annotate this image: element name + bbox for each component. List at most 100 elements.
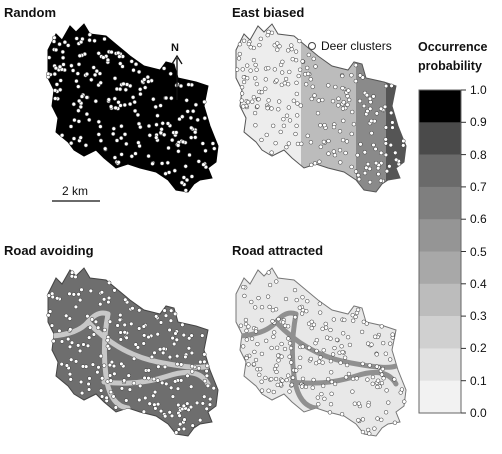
deer-cluster-dot	[200, 333, 205, 338]
deer-cluster-dot	[105, 338, 110, 343]
deer-cluster-dot	[76, 119, 82, 124]
deer-cluster-dot	[49, 323, 55, 328]
deer-cluster-dot	[129, 154, 134, 159]
deer-cluster-dot	[175, 386, 181, 391]
deer-cluster-dot	[153, 406, 158, 411]
deer-cluster-dot	[185, 109, 190, 114]
deer-cluster-dot	[59, 362, 64, 367]
deer-cluster-dot	[54, 82, 60, 87]
deer-cluster-dot	[146, 368, 151, 373]
deer-cluster-dot	[244, 328, 249, 333]
deer-cluster-dot	[340, 106, 346, 111]
deer-cluster-dot	[311, 322, 317, 327]
deer-cluster-dot	[321, 348, 326, 353]
deer-cluster-dot	[350, 389, 355, 394]
deer-cluster-dot	[365, 341, 371, 346]
deer-cluster-dot	[344, 362, 350, 368]
deer-cluster-dot	[241, 104, 246, 109]
deer-cluster-dot	[202, 359, 207, 364]
deer-cluster-dot	[276, 317, 281, 322]
deer-cluster-dot	[73, 304, 79, 310]
deer-cluster-dot	[282, 346, 288, 352]
deer-cluster-dot	[334, 337, 340, 342]
deer-cluster-dot	[340, 137, 346, 143]
legend-color-band	[419, 316, 461, 349]
deer-cluster-dot	[300, 295, 305, 300]
deer-cluster-dot	[388, 341, 393, 346]
deer-cluster-dot	[204, 406, 209, 411]
deer-cluster-dot	[202, 378, 208, 384]
deer-cluster-dot	[271, 389, 276, 395]
deer-cluster-dot	[360, 417, 366, 422]
deer-cluster-dot	[294, 297, 299, 303]
deer-cluster-dot	[305, 65, 310, 71]
deer-cluster-dot	[157, 347, 163, 352]
deer-cluster-dot	[310, 385, 315, 390]
deer-cluster-dot	[299, 311, 305, 316]
deer-cluster-dot	[123, 87, 128, 92]
deer-cluster-dot	[172, 341, 177, 347]
deer-cluster-dot	[346, 88, 351, 93]
legend-tick-label: 1.0	[470, 83, 487, 97]
legend-tick-label: 0.0	[470, 406, 487, 420]
deer-cluster-dot	[74, 36, 79, 41]
deer-cluster-dot	[289, 43, 294, 48]
deer-cluster-dot	[328, 359, 334, 364]
scale-label: 2 km	[62, 184, 89, 198]
deer-cluster-dot	[195, 117, 200, 123]
deer-cluster-dot	[154, 135, 159, 140]
deer-cluster-dot	[53, 65, 59, 71]
deer-cluster-dot	[252, 349, 257, 355]
deer-cluster-dot	[68, 327, 73, 332]
deer-cluster-dot	[57, 328, 62, 334]
deer-cluster-dot	[269, 377, 274, 382]
deer-cluster-dot	[165, 121, 171, 126]
deer-cluster-dot	[317, 359, 322, 364]
deer-cluster-dot	[378, 106, 384, 111]
deer-cluster-dot	[259, 379, 264, 384]
deer-cluster-dot	[356, 401, 362, 406]
deer-cluster-dot	[64, 363, 70, 368]
deer-cluster-dot	[176, 427, 182, 432]
deer-cluster-dot	[108, 104, 114, 109]
deer-cluster-dot	[375, 416, 380, 421]
deer-cluster-dot	[95, 370, 100, 375]
deer-cluster-dot	[353, 63, 358, 68]
deer-cluster-dot	[286, 48, 291, 53]
deer-cluster-dot	[323, 325, 329, 330]
deer-cluster-dot	[272, 330, 277, 335]
deer-cluster-dot	[117, 54, 122, 59]
deer-cluster-dot	[286, 373, 291, 378]
deer-cluster-dot	[161, 66, 167, 71]
deer-cluster-dot	[308, 356, 314, 362]
deer-cluster-dot	[151, 393, 156, 398]
deer-cluster-dot	[182, 417, 187, 422]
deer-cluster-dot	[57, 42, 62, 47]
deer-cluster-dot	[53, 96, 58, 101]
deer-cluster-dot	[383, 351, 388, 356]
deer-cluster-dot	[305, 133, 310, 138]
deer-cluster-dot	[332, 345, 337, 351]
deer-cluster-dot	[79, 287, 84, 292]
deer-cluster-dot	[308, 140, 314, 145]
deer-cluster-dot	[384, 388, 389, 393]
deer-cluster-dot	[98, 124, 103, 129]
deer-cluster-dot	[356, 173, 361, 178]
deer-cluster-dot	[122, 322, 127, 328]
deer-cluster-dot	[300, 59, 305, 64]
deer-cluster-dot	[390, 332, 395, 337]
deer-cluster-dot	[194, 400, 200, 406]
deer-cluster-dot	[271, 334, 276, 339]
legend-tick-label: 0.2	[470, 341, 487, 356]
deer-cluster-dot	[378, 178, 384, 183]
deer-cluster-dot	[256, 97, 261, 102]
deer-cluster-dot	[287, 389, 292, 394]
deer-cluster-dot	[287, 354, 292, 359]
deer-cluster-dot	[142, 77, 147, 82]
deer-cluster-dot	[310, 84, 315, 89]
deer-cluster-dot	[255, 104, 260, 109]
deer-cluster-dot	[282, 323, 288, 328]
deer-cluster-dot	[257, 372, 262, 377]
deer-cluster-dot	[274, 279, 279, 284]
deer-cluster-dot	[241, 38, 247, 43]
